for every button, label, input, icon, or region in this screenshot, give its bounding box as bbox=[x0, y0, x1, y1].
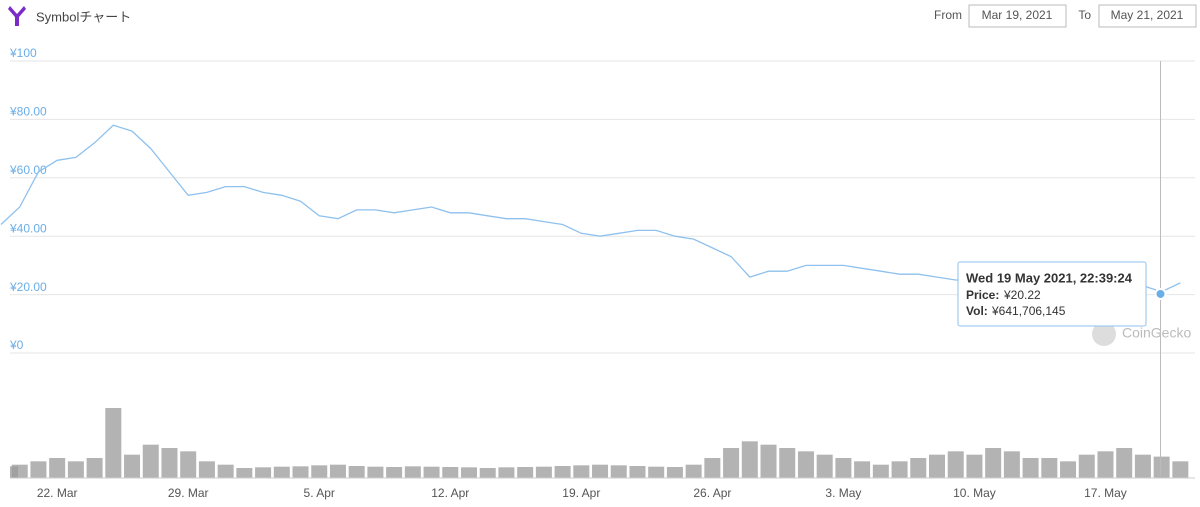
volume-bar bbox=[947, 451, 964, 478]
volume-bar bbox=[704, 458, 721, 478]
volume-bar bbox=[517, 467, 534, 478]
volume-bar bbox=[105, 408, 122, 478]
x-tick-label: 3. May bbox=[825, 486, 861, 500]
volume-bar bbox=[1097, 451, 1114, 478]
volume-bar bbox=[198, 461, 215, 478]
y-tick-label: ¥80.00 bbox=[9, 105, 47, 119]
chart-title: Symbolチャート bbox=[36, 9, 131, 24]
volume-bar bbox=[404, 466, 421, 478]
volume-bar bbox=[592, 464, 609, 478]
volume-bar bbox=[217, 464, 234, 478]
y-tick-label: ¥100 bbox=[9, 46, 37, 60]
volume-bar bbox=[666, 467, 683, 478]
volume-bar bbox=[985, 448, 1002, 478]
x-tick-label: 26. Apr bbox=[693, 486, 731, 500]
from-date[interactable]: Mar 19, 2021 bbox=[982, 8, 1053, 22]
volume-bar bbox=[442, 467, 459, 478]
tooltip-box bbox=[957, 261, 1147, 327]
volume-bar bbox=[1116, 448, 1133, 478]
volume-bar bbox=[124, 454, 141, 478]
volume-bar bbox=[1003, 451, 1020, 478]
volume-bar bbox=[1060, 461, 1077, 478]
tooltip-price: ¥20.22 bbox=[1003, 288, 1041, 302]
volume-bar bbox=[273, 466, 290, 478]
volume-bar bbox=[180, 451, 197, 478]
volume-bar bbox=[797, 451, 814, 478]
volume-bar bbox=[498, 467, 515, 478]
x-tick-label: 29. Mar bbox=[168, 486, 209, 500]
volume-bar bbox=[461, 467, 477, 478]
tooltip-date: Wed 19 May 2021, 22:39:24 bbox=[966, 270, 1133, 285]
volume-bar bbox=[142, 444, 159, 478]
to-date[interactable]: May 21, 2021 bbox=[1111, 8, 1184, 22]
volume-bar bbox=[161, 448, 178, 478]
volume-bar bbox=[854, 461, 871, 478]
volume-bar bbox=[1022, 458, 1039, 478]
volume-bar bbox=[1078, 454, 1095, 478]
tooltip-vol-label: Vol: bbox=[966, 304, 988, 318]
to-input[interactable] bbox=[1098, 4, 1197, 28]
y-tick-label: ¥20.00 bbox=[9, 280, 47, 294]
tooltip: Wed 19 May 2021, 22:39:24 Price: ¥20.22 Vol… bbox=[957, 261, 1147, 327]
volume-bar bbox=[779, 448, 796, 478]
x-tick-label: 22. Mar bbox=[37, 486, 78, 500]
volume-bar bbox=[67, 461, 84, 478]
volume-bar bbox=[891, 461, 908, 478]
volume-bar bbox=[685, 464, 702, 478]
volume-bar bbox=[11, 464, 28, 478]
x-tick-label: 17. May bbox=[1084, 486, 1127, 500]
volume-bar bbox=[872, 464, 889, 478]
volume-bar bbox=[929, 454, 945, 478]
x-tick-label: 10. May bbox=[953, 486, 996, 500]
volume-bar bbox=[1134, 454, 1151, 478]
volume-bar bbox=[741, 441, 758, 478]
volume-bar bbox=[30, 461, 47, 478]
volume-bar bbox=[1041, 458, 1058, 478]
watermark-text: CoinGecko bbox=[1122, 325, 1191, 341]
volume-bar bbox=[86, 458, 103, 478]
watermark: CoinGecko bbox=[1092, 322, 1191, 346]
volume-bar bbox=[910, 458, 927, 478]
volume-bar bbox=[629, 466, 646, 478]
tooltip-price-label: Price: bbox=[966, 288, 999, 302]
volume-bar bbox=[610, 465, 627, 478]
volume-bar bbox=[723, 448, 740, 478]
volume-bar bbox=[966, 454, 983, 478]
tooltip-point bbox=[1154, 287, 1167, 300]
volume-bar bbox=[648, 466, 665, 478]
logo bbox=[8, 6, 26, 26]
to-label: To bbox=[1078, 8, 1091, 22]
volume-bar bbox=[49, 458, 66, 478]
volume-bar bbox=[479, 468, 496, 478]
from-input[interactable] bbox=[968, 4, 1067, 28]
volume-bar bbox=[423, 466, 440, 478]
x-tick-label: 5. Apr bbox=[304, 486, 335, 500]
volume-bar bbox=[835, 458, 852, 478]
volume-bar bbox=[554, 466, 571, 478]
from-label: From bbox=[934, 8, 962, 22]
volume-bar bbox=[573, 465, 590, 478]
x-tick-label: 19. Apr bbox=[562, 486, 600, 500]
volume-bar bbox=[1172, 461, 1189, 478]
y-tick-label: ¥40.00 bbox=[9, 221, 47, 235]
tooltip-vol: ¥641,706,145 bbox=[991, 304, 1066, 318]
x-tick-label: 12. Apr bbox=[431, 486, 469, 500]
volume-bar bbox=[386, 467, 403, 478]
volume-bar bbox=[760, 444, 777, 478]
volume-bar bbox=[348, 466, 365, 478]
volume-bar bbox=[236, 468, 253, 478]
volume-bar bbox=[292, 466, 309, 478]
volume-bar bbox=[1153, 456, 1170, 478]
volume-bar bbox=[329, 464, 346, 478]
volume-bar bbox=[816, 454, 833, 478]
volume-bar bbox=[311, 465, 328, 478]
volume-bar bbox=[367, 466, 384, 478]
volume-bar bbox=[535, 466, 552, 478]
y-tick-label: ¥0 bbox=[9, 338, 24, 352]
volume-bar bbox=[255, 467, 272, 478]
